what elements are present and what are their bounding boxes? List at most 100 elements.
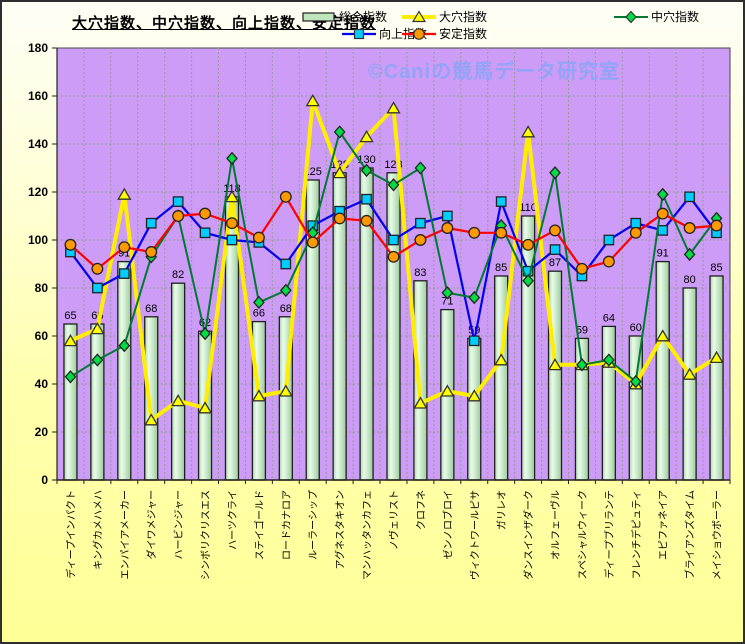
triangle-marker [440, 384, 455, 397]
triangle-marker [197, 401, 213, 414]
square-marker [495, 196, 507, 207]
x-axis-label: ハーツクライ [227, 490, 239, 550]
bar-value-label: 59 [468, 324, 480, 336]
y-axis-label: 60 [35, 329, 49, 343]
square-marker [226, 234, 238, 246]
bar-series-swatch-icon [302, 11, 335, 22]
triangle-marker [251, 389, 267, 402]
x-axis-label: クロフネ [415, 490, 427, 530]
triangle-marker [117, 187, 132, 200]
legend-item-chuuana: 中穴指数 [614, 8, 699, 25]
x-axis-label: スペシャルウィーク [577, 490, 589, 579]
x-axis-label: ディープブリランテ [603, 490, 616, 579]
triangle-marker-icon [402, 9, 436, 22]
bar [170, 282, 186, 481]
diamond-marker-icon [614, 10, 648, 23]
diamond-marker [333, 125, 346, 139]
square-marker [415, 217, 426, 229]
circle-marker [575, 262, 588, 275]
circle-marker [441, 222, 454, 234]
bar [467, 337, 482, 481]
x-axis-label: ハービンジャー [173, 490, 185, 560]
diamond-marker [441, 286, 454, 300]
x-axis-label: メイショウボーラー [712, 490, 724, 580]
triangle-marker [682, 367, 697, 380]
y-axis-label: 180 [28, 41, 48, 55]
diamond-marker [64, 370, 77, 384]
bar [709, 275, 724, 481]
triangle-marker [413, 396, 428, 409]
x-axis-label: マンハッタンカフェ [362, 490, 374, 580]
diamond-marker [576, 358, 588, 372]
x-axis-label: ステイゴールド [253, 490, 266, 560]
circle-marker [91, 262, 104, 275]
bar-value-label: 91 [657, 248, 669, 260]
y-axis-label: 160 [28, 89, 48, 103]
diamond-marker [656, 187, 669, 202]
bar [413, 280, 428, 481]
x-axis-label: ガリレオ [496, 490, 508, 530]
triangle-marker [520, 125, 536, 138]
bar [386, 172, 401, 481]
bar [601, 325, 617, 481]
x-axis-label: ダンスインザダーク [522, 490, 535, 580]
bar [547, 270, 563, 481]
bar [117, 260, 132, 481]
diamond-marker [683, 247, 696, 262]
circle-marker [199, 207, 212, 220]
diamond-marker [602, 353, 615, 367]
diamond-marker [91, 353, 104, 367]
x-axis-label: ダイワメジャー [145, 490, 158, 560]
triangle-marker [494, 353, 509, 366]
x-axis-label: シンボリクリスエス [200, 490, 212, 580]
square-marker-icon [342, 28, 376, 39]
square-marker [657, 225, 669, 236]
square-marker [92, 282, 103, 294]
legend-label-ooana: 大穴指数 [439, 10, 488, 24]
x-axis-label: ゼンノロブロイ [441, 490, 454, 560]
x-axis-label: エピファネイア [658, 490, 670, 560]
bar-value-label: 71 [441, 296, 453, 308]
x-axis-label: ノヴェリスト [388, 490, 401, 550]
bar-value-label: 110 [519, 202, 537, 214]
y-axis-label: 100 [28, 233, 48, 247]
square-marker [684, 191, 695, 203]
square-marker [145, 217, 157, 229]
square-marker [549, 244, 561, 255]
triangle-marker [63, 334, 78, 347]
circle-marker [656, 207, 669, 220]
circle-marker [468, 226, 481, 239]
x-axis-label: キングカメハメハ [91, 490, 104, 570]
y-axis-label: 140 [28, 137, 48, 151]
circle-marker [414, 234, 427, 246]
bar-value-label: 80 [683, 274, 695, 286]
x-axis-label: エンパイアメーカー [119, 490, 131, 580]
x-axis-label: オルフェーヴル [549, 490, 562, 560]
diamond-marker [118, 338, 131, 353]
circle-marker [522, 238, 535, 251]
bar-value-label: 87 [549, 257, 561, 269]
circle-marker-icon [402, 27, 436, 40]
bar-value-label: 68 [145, 303, 157, 315]
triangle-marker [655, 329, 670, 342]
square-marker [603, 234, 615, 246]
diamond-marker [279, 283, 292, 298]
triangle-marker [332, 166, 347, 179]
triangle-marker [547, 358, 563, 371]
chart-title: 大穴指数、中穴指数、向上指数、安定指数 [72, 15, 377, 32]
bar [520, 215, 536, 481]
triangle-marker [278, 384, 293, 397]
circle-marker [629, 226, 642, 239]
square-marker [199, 227, 211, 239]
bar [63, 323, 78, 481]
circle-marker [549, 224, 561, 237]
triangle-marker [171, 394, 186, 407]
circle-marker [333, 212, 346, 225]
circle-marker [495, 226, 508, 239]
x-axis-label: ヴィクトワールピサ [468, 490, 481, 580]
legend-label-antei: 安定指数 [439, 27, 488, 41]
bar [682, 287, 697, 481]
circle-marker [279, 190, 292, 203]
